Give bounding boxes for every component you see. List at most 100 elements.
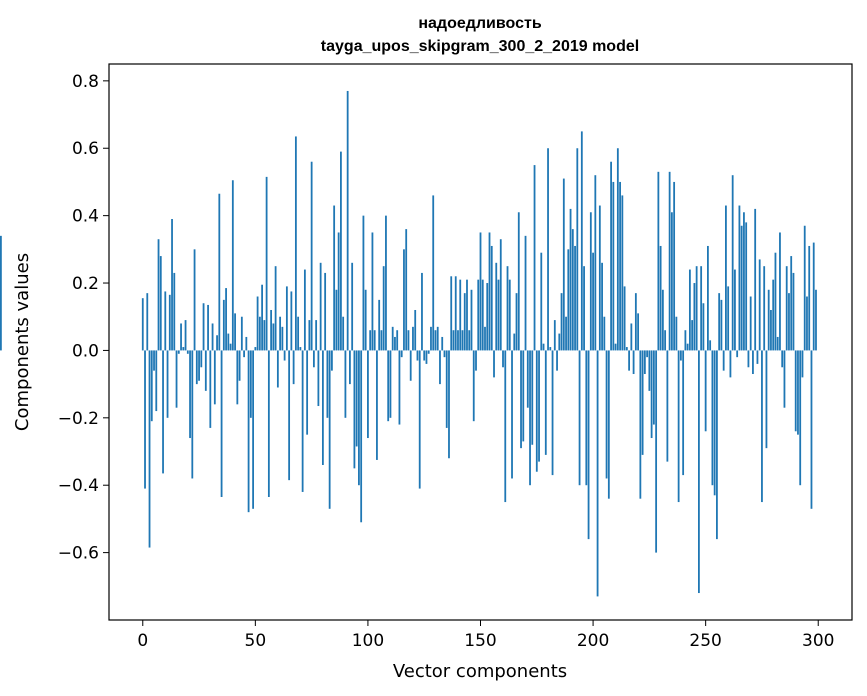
bar-266: [740, 225, 743, 351]
bar-193: [576, 148, 579, 351]
y-tick-label: −0.6: [58, 544, 99, 564]
bar-188: [565, 316, 567, 351]
bar-73: [306, 350, 309, 435]
bar-157: [495, 262, 498, 351]
bar-260: [727, 286, 730, 351]
bar-76: [312, 350, 315, 368]
bar-104: [376, 350, 378, 460]
bar-27: [202, 303, 205, 351]
bar-16: [177, 350, 180, 354]
bar-299: [815, 289, 817, 351]
bar-134: [443, 350, 446, 358]
bar-111: [391, 326, 394, 351]
bar-7: [157, 239, 160, 351]
bar-80: [321, 350, 324, 465]
x-tick-label: 250: [689, 631, 721, 651]
bar-180: [547, 148, 549, 351]
bar-125: [423, 350, 426, 361]
bar-36: [222, 299, 225, 351]
bar-199: [589, 212, 592, 351]
bar-93: [351, 262, 354, 351]
bar-29: [207, 304, 209, 351]
bar-8: [159, 256, 162, 351]
bar-99: [364, 289, 367, 351]
bar-60: [276, 350, 279, 388]
bar-161: [504, 350, 507, 503]
bar-38: [227, 333, 230, 351]
bar-226: [650, 350, 653, 439]
bar-297: [810, 350, 813, 509]
bar-211: [616, 148, 619, 351]
bar-39: [229, 343, 232, 351]
bar-48: [249, 350, 252, 418]
bar-70: [299, 347, 302, 351]
bar-203: [598, 205, 601, 351]
bar-142: [461, 330, 464, 351]
bar-23: [193, 249, 196, 351]
bar-236: [673, 181, 676, 351]
bar-128: [430, 326, 432, 351]
bar-143: [463, 293, 466, 351]
bar-241: [684, 330, 687, 351]
bar-15: [175, 350, 178, 408]
bar-196: [583, 266, 585, 351]
bar-168: [520, 350, 522, 449]
bar-83: [328, 350, 331, 509]
bar-262: [731, 175, 734, 351]
bar-216: [628, 350, 630, 371]
bar-68: [294, 136, 297, 351]
bar-69: [297, 316, 300, 351]
bar-119: [409, 350, 412, 381]
bar-279: [770, 309, 772, 351]
bar-186: [560, 293, 563, 351]
bar-214: [623, 286, 626, 351]
bar-164: [511, 350, 513, 479]
x-tick-label: 300: [802, 631, 834, 651]
bar-37: [225, 288, 227, 351]
bar-140: [457, 330, 459, 351]
bar-11: [166, 350, 169, 418]
bar-101: [369, 330, 372, 351]
bar-85: [333, 205, 336, 351]
bar-19: [184, 320, 187, 351]
bar-274: [758, 259, 761, 351]
chart-title-line1: надоедливость: [418, 15, 541, 32]
bar-90: [344, 350, 347, 418]
bar-247: [698, 350, 700, 594]
x-tick-label: 200: [577, 631, 609, 651]
bar-243: [688, 269, 691, 351]
bar-1: [144, 350, 146, 489]
bar-131: [436, 326, 439, 351]
bar-65: [288, 350, 291, 481]
bar-210: [614, 343, 617, 351]
bar-179: [544, 350, 547, 455]
bar-3: [148, 350, 151, 548]
bar-158: [497, 279, 500, 351]
bar-246: [695, 266, 698, 351]
bar-53: [261, 284, 263, 351]
bar-217: [630, 323, 633, 351]
bar-229: [657, 171, 660, 351]
bar-96: [358, 350, 360, 486]
bar-282: [776, 336, 779, 351]
bar-147: [472, 350, 475, 422]
bar-24: [195, 350, 198, 385]
x-axis-ticks: 0 50 100 150 200 250 300: [137, 620, 834, 651]
bar-235: [670, 212, 673, 351]
bar-169: [522, 350, 525, 442]
bar-12: [168, 294, 171, 351]
bar-146: [470, 289, 473, 351]
bar-294: [803, 225, 806, 351]
bar-89: [342, 316, 345, 351]
bar-269: [747, 350, 750, 368]
bar-34: [218, 193, 221, 351]
bar-138: [452, 330, 455, 351]
bar-109: [387, 350, 390, 422]
bar-213: [621, 195, 624, 351]
bar-61: [279, 316, 282, 351]
bar-187: [562, 178, 565, 351]
bar-86: [335, 289, 338, 351]
bar-130: [434, 330, 437, 351]
bar-209: [612, 181, 615, 351]
bar-288: [790, 256, 793, 351]
